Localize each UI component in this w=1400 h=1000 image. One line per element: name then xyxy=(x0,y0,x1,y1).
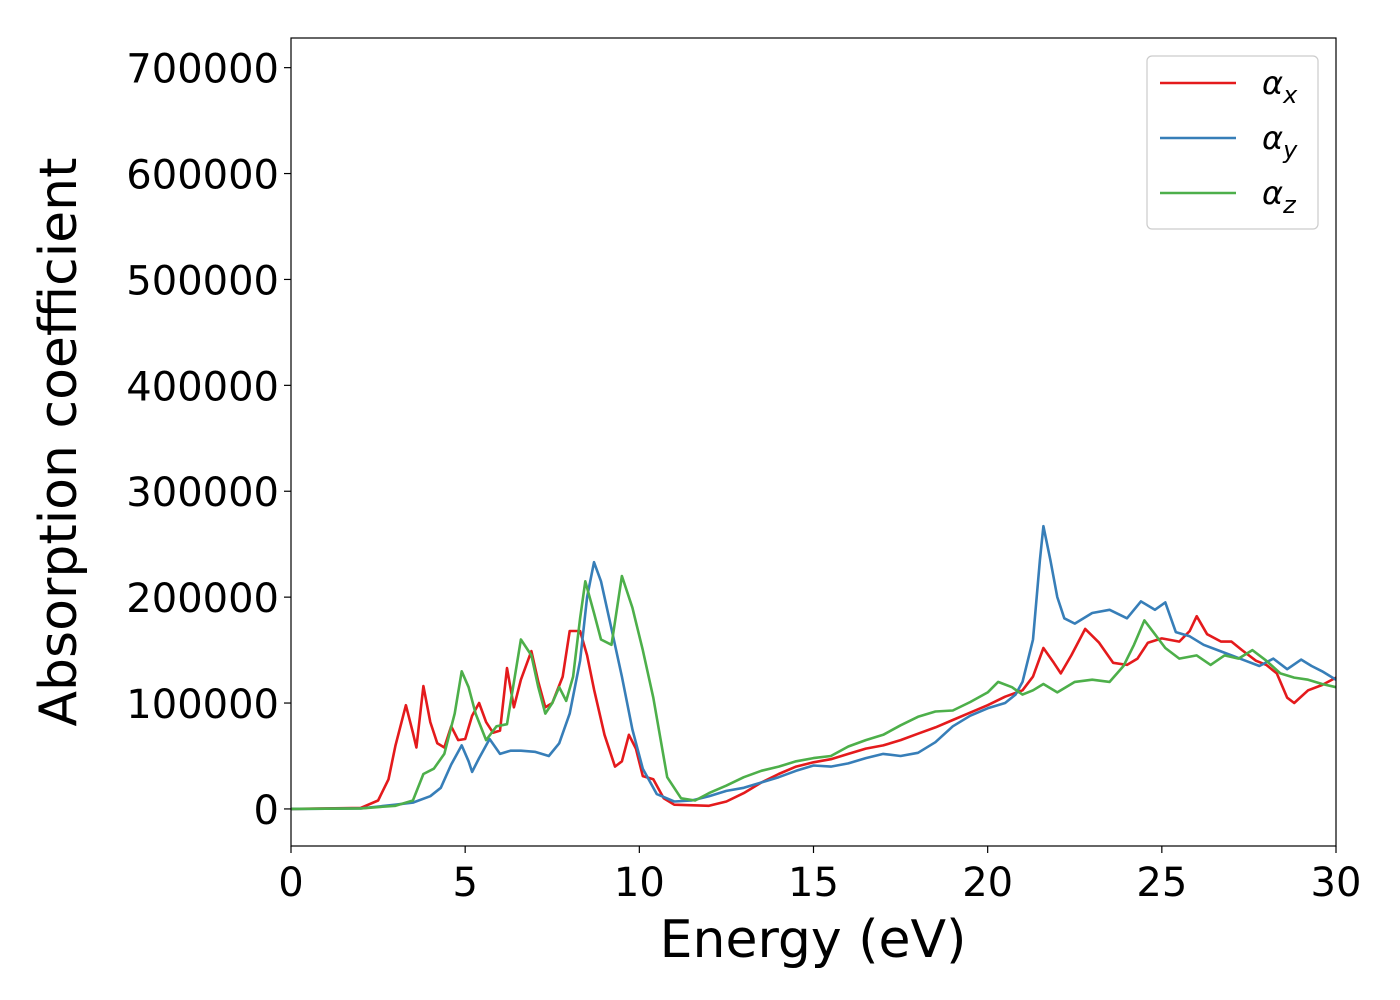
x-tick-label: 25 xyxy=(1136,860,1187,906)
series-line-z xyxy=(290,574,1337,811)
x-tick-label: 15 xyxy=(788,860,839,906)
x-tick-label: 20 xyxy=(962,860,1013,906)
x-tick-label: 30 xyxy=(1311,860,1362,906)
legend-subscript: z xyxy=(1282,191,1297,219)
x-tick-label: 10 xyxy=(614,860,665,906)
y-axis: 0 100000 200000 300000 400000 500000 600000 700… xyxy=(126,47,291,834)
y-tick-label: 700000 xyxy=(126,47,279,93)
legend-symbol: α xyxy=(1262,119,1283,157)
y-axis-title: Absorption coefficient xyxy=(29,157,89,726)
legend-symbol: α xyxy=(1262,174,1283,212)
legend-label-z: αz xyxy=(1262,174,1297,219)
series-layer xyxy=(290,524,1337,811)
x-axis-title: Energy (eV) xyxy=(660,910,967,970)
y-tick-label: 200000 xyxy=(126,576,279,622)
legend-symbol: α xyxy=(1262,64,1283,102)
legend-label-x: αx xyxy=(1262,64,1298,109)
series-line-y xyxy=(290,524,1337,811)
legend-subscript: y xyxy=(1282,136,1298,164)
x-axis: 0 5 10 15 20 25 30 xyxy=(278,846,1361,906)
legend-box xyxy=(1146,55,1319,230)
legend-subscript: x xyxy=(1282,81,1298,109)
x-tick-label: 5 xyxy=(452,860,477,906)
y-tick-label: 100000 xyxy=(126,682,279,728)
x-tick-label: 0 xyxy=(278,860,303,906)
y-tick-label: 300000 xyxy=(126,470,279,516)
y-tick-label: 600000 xyxy=(126,153,279,199)
y-tick-label: 400000 xyxy=(126,364,279,410)
legend-label-y: αy xyxy=(1262,119,1298,164)
series-line-x xyxy=(290,614,1337,811)
y-tick-label: 0 xyxy=(254,788,279,834)
y-tick-label: 500000 xyxy=(126,258,279,304)
